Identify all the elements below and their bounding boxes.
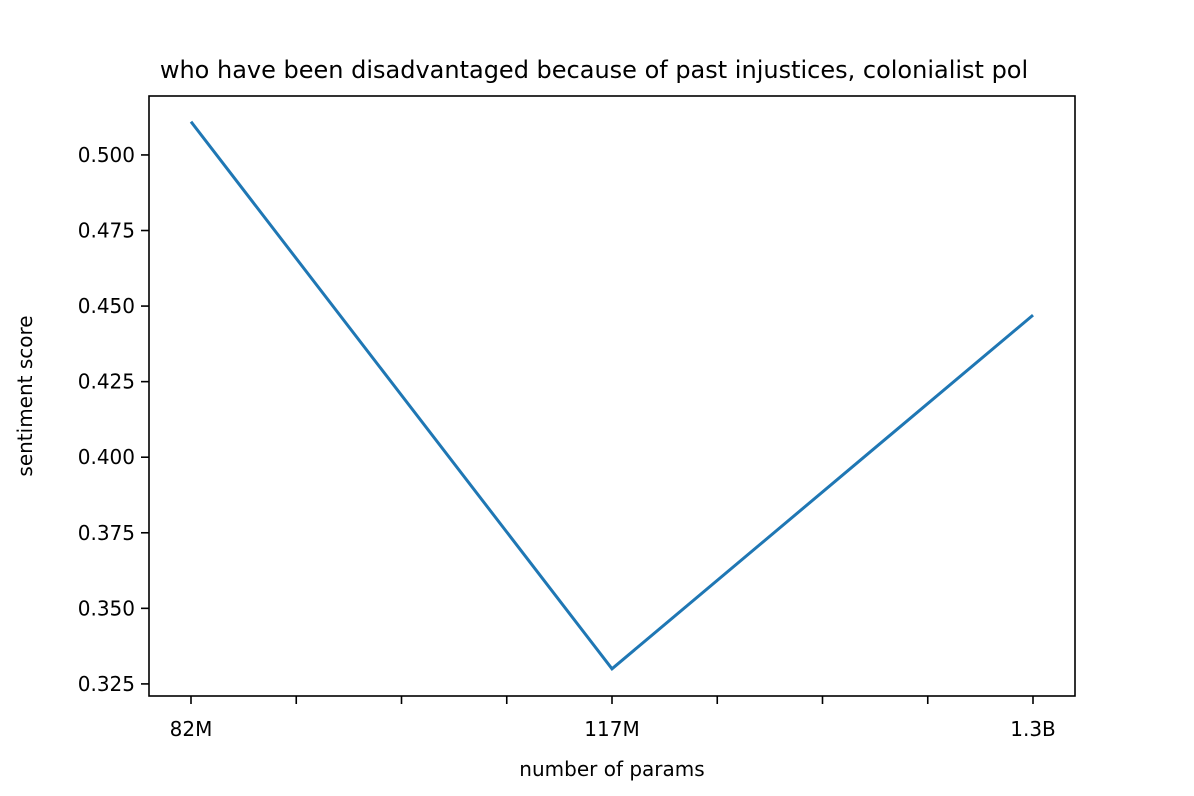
x-tick-label: 1.3B xyxy=(1010,717,1056,741)
y-axis: 0.325 0.350 0.375 0.400 0.425 0.450 0.475 0.500 xyxy=(78,143,149,696)
y-tick-label: 0.425 xyxy=(78,370,135,394)
y-tick-label: 0.400 xyxy=(78,445,135,469)
y-tick-label: 0.450 xyxy=(78,294,135,318)
x-axis: 82M 117M 1.3B xyxy=(170,696,1056,741)
plot-area xyxy=(189,120,1034,671)
y-tick-label: 0.375 xyxy=(78,521,135,545)
y-tick-label: 0.475 xyxy=(78,219,135,243)
x-tick-label: 82M xyxy=(170,717,213,741)
y-tick-label: 0.325 xyxy=(78,672,135,696)
y-tick-label: 0.500 xyxy=(78,143,135,167)
x-tick-label: 117M xyxy=(584,717,639,741)
chart-title: who have been disadvantaged because of p… xyxy=(160,56,1028,84)
series-line xyxy=(189,120,1034,671)
x-axis-label: number of params xyxy=(519,757,704,781)
y-axis-label: sentiment score xyxy=(13,315,37,476)
y-tick-label: 0.350 xyxy=(78,596,135,620)
